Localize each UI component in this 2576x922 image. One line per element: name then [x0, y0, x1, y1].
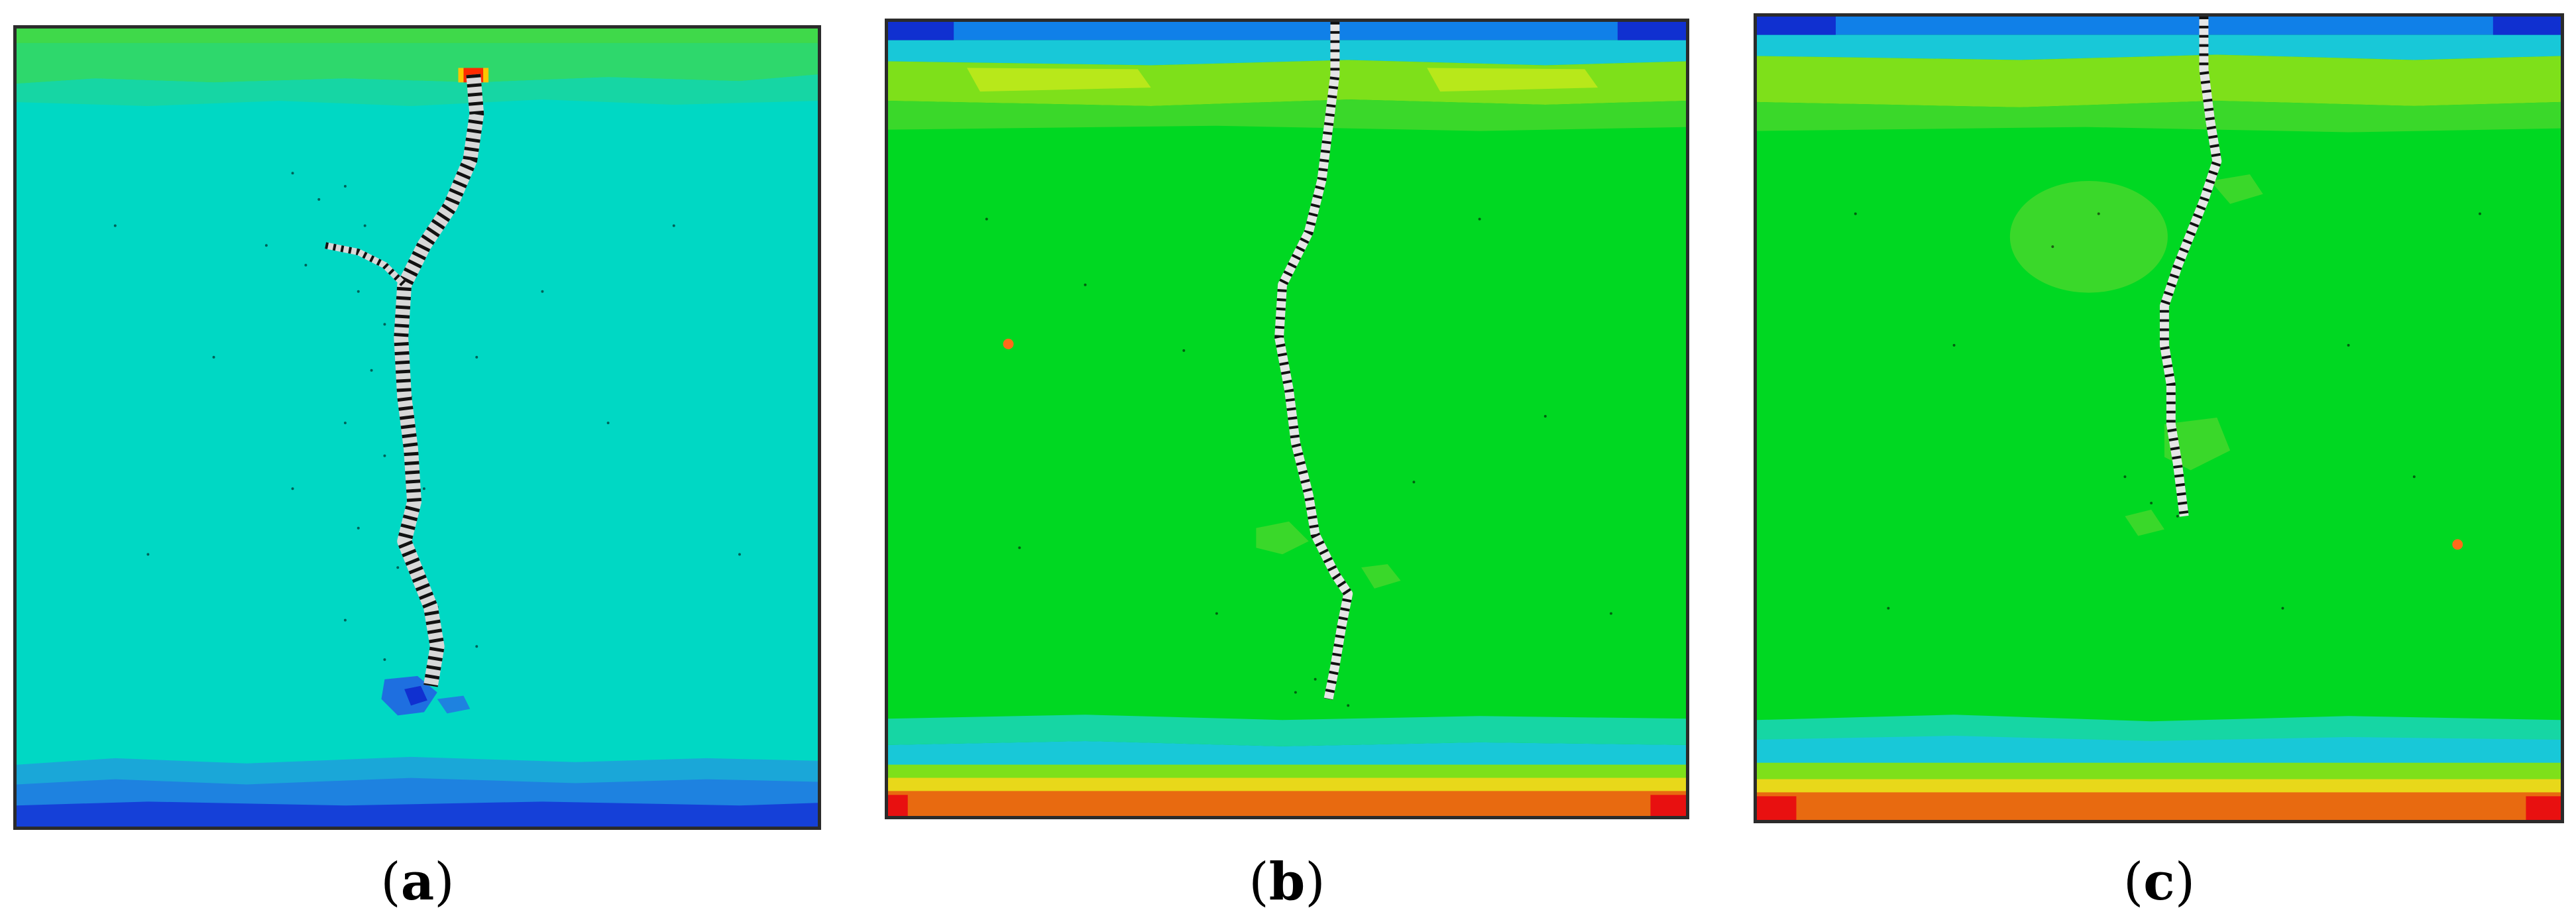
panel-b-caption: (b) [1249, 852, 1325, 912]
panel-a-label: a [400, 852, 435, 912]
panel-c-field [1757, 17, 2561, 820]
panel-c-crack [2159, 17, 2222, 517]
panel-b-contour-plot [885, 19, 1689, 819]
panel-a-contour-plot [13, 25, 821, 830]
panel-a-crack [325, 74, 484, 687]
panel-c-caption: (c) [2123, 852, 2196, 912]
panel-b-field [888, 22, 1686, 816]
panel-c-label: c [2143, 852, 2175, 912]
panel-b-crack [1274, 22, 1353, 700]
panel-b-label: b [1268, 852, 1306, 912]
panel-a-field [17, 29, 818, 827]
panel-a-caption: (a) [380, 852, 455, 912]
panel-c-contour-plot [1754, 13, 2564, 823]
